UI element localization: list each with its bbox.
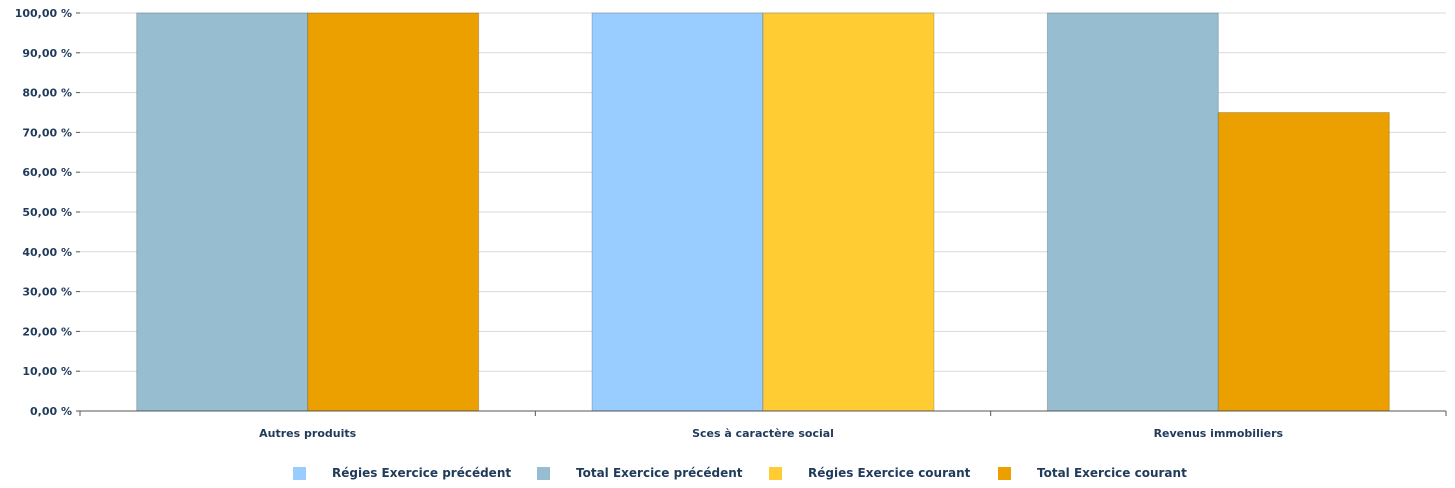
y-tick-label: 60,00 % — [22, 166, 72, 179]
axes — [79, 410, 1447, 416]
y-tick-label: 80,00 % — [22, 87, 72, 100]
bars — [136, 12, 1390, 412]
y-tick-label: 40,00 % — [22, 246, 72, 259]
legend-swatch — [769, 467, 782, 480]
bar — [1046, 12, 1219, 412]
y-tick-label: 10,00 % — [22, 365, 72, 378]
legend: Régies Exercice précédent Total Exercice … — [293, 466, 1187, 480]
y-axis-ticks: 0,00 % 10,00 % 20,00 % 30,00 % 40,00 % 50,00 … — [15, 7, 80, 418]
bar — [136, 12, 309, 412]
bar — [307, 12, 480, 412]
x-axis-categories: Autres produits Sces à caractère social Re… — [259, 427, 1283, 440]
y-tick-label: 100,00 % — [15, 7, 72, 20]
bar — [762, 12, 935, 412]
legend-swatch — [998, 467, 1011, 480]
bar — [591, 12, 764, 412]
legend-swatch — [293, 467, 306, 480]
y-tick-label: 70,00 % — [22, 126, 72, 139]
legend-label: Total Exercice courant — [1037, 466, 1187, 480]
x-category-label: Autres produits — [259, 427, 356, 440]
legend-label: Régies Exercice précédent — [332, 466, 511, 480]
x-category-label: Revenus immobiliers — [1154, 427, 1284, 440]
x-category-label: Sces à caractère social — [692, 427, 834, 440]
legend-label: Régies Exercice courant — [808, 466, 971, 480]
legend-swatch — [537, 467, 550, 480]
legend-label: Total Exercice précédent — [576, 466, 743, 480]
y-tick-label: 90,00 % — [22, 47, 72, 60]
bar — [1217, 112, 1390, 412]
y-tick-label: 50,00 % — [22, 206, 72, 219]
y-tick-label: 20,00 % — [22, 325, 72, 338]
y-tick-label: 30,00 % — [22, 286, 72, 299]
y-tick-label: 0,00 % — [30, 405, 72, 418]
